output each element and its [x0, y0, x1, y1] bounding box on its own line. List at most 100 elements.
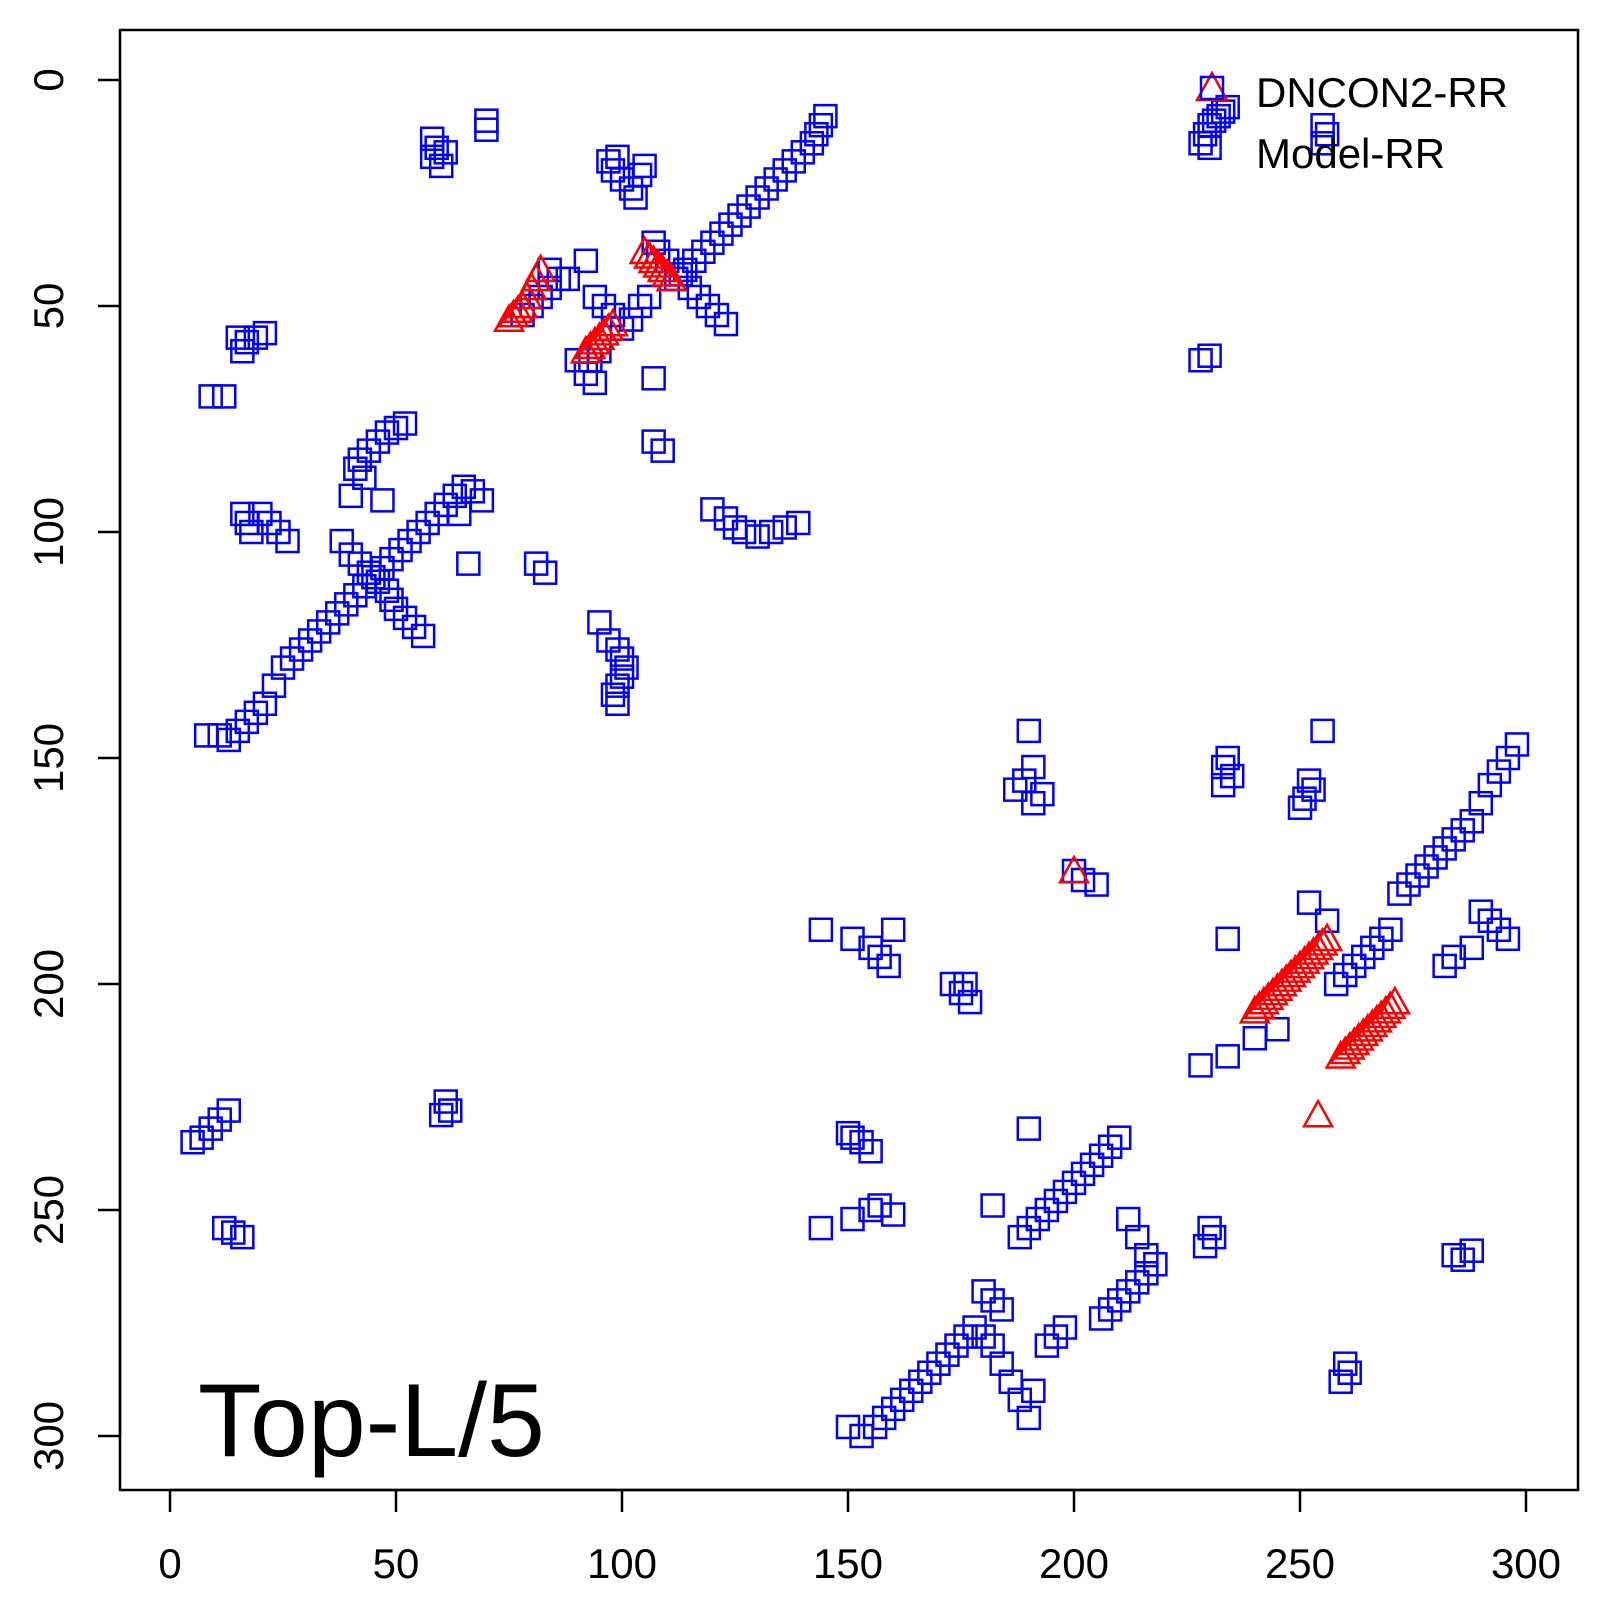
model-rr-point [889, 1387, 915, 1413]
model-rr-point [248, 501, 273, 527]
model-rr-point [392, 411, 418, 436]
model-rr-point [433, 1089, 458, 1114]
dncon2-rr-point [651, 257, 684, 287]
model-rr-point [1016, 1405, 1042, 1431]
model-rr-point [1097, 1297, 1123, 1322]
model-rr-point [410, 623, 436, 649]
model-rr-point [1323, 971, 1349, 997]
x-tick-label: 150 [813, 1540, 883, 1587]
model-rr-point [727, 203, 752, 228]
model-rr-point [1341, 953, 1367, 979]
model-rr-point [1477, 908, 1503, 933]
model-rr-point [880, 917, 906, 943]
dncon2-rr-point [497, 298, 530, 328]
model-rr-point [600, 302, 626, 328]
model-rr-point [1115, 1279, 1141, 1304]
model-rr-point [1115, 1206, 1141, 1232]
model-rr-point [243, 325, 269, 350]
dncon2-rr-point [1329, 1035, 1362, 1065]
model-rr-point [682, 248, 707, 274]
model-rr-point [451, 474, 477, 500]
model-rr-point [627, 293, 653, 319]
model-rr-point [605, 144, 630, 170]
model-rr-point [1016, 718, 1042, 744]
model-rr-point [469, 488, 495, 513]
model-rr-point [980, 1288, 1005, 1313]
model-rr-point [1450, 1247, 1475, 1272]
model-rr-point [926, 1351, 951, 1376]
model-rr-point [867, 944, 892, 970]
model-rr-point [840, 1206, 865, 1232]
model-rr-point [871, 1405, 897, 1431]
y-tick-label: 300 [25, 1401, 72, 1471]
model-rr-point [193, 723, 219, 748]
model-rr-point [306, 619, 332, 644]
model-rr-point [1332, 1351, 1358, 1376]
model-rr-point [564, 347, 590, 373]
model-rr-point [555, 266, 581, 292]
model-rr-point [1405, 863, 1430, 888]
x-tick-label: 200 [1039, 1540, 1109, 1587]
model-rr-point [650, 438, 675, 463]
model-rr-point [600, 682, 626, 707]
model-rr-point [596, 628, 621, 653]
model-rr-point [234, 329, 260, 355]
model-rr-point [1459, 935, 1485, 961]
model-rr-point [261, 673, 287, 698]
model-rr-point [216, 1098, 242, 1123]
model-rr-point [713, 506, 739, 531]
y-tick-label: 200 [25, 949, 72, 1019]
model-rr-point [1021, 1378, 1046, 1404]
model-rr-point [772, 158, 797, 183]
model-rr-point [1002, 777, 1028, 802]
model-rr-point [1468, 790, 1494, 816]
legend: DNCON2-RR Model-RR [1194, 69, 1508, 177]
model-rr-point [700, 230, 725, 255]
model-rr-point [609, 664, 635, 689]
model-rr-point [297, 628, 323, 653]
model-rr-point [1296, 768, 1322, 793]
model-rr-point [315, 610, 341, 635]
model-rr-point [840, 1125, 865, 1150]
model-rr-point [1219, 763, 1245, 789]
model-rr-point [799, 131, 825, 156]
model-rr-point [1197, 1215, 1222, 1241]
x-tick-label: 100 [587, 1540, 657, 1587]
model-rr-point [1369, 926, 1394, 952]
model-rr-point [1432, 953, 1457, 979]
model-rr-point [1477, 772, 1503, 798]
model-rr-point [587, 610, 612, 635]
model-rr-point [1016, 1116, 1042, 1141]
model-rr-point [1197, 343, 1222, 368]
model-rr-point [1021, 754, 1046, 780]
model-rr-point [338, 483, 364, 509]
dncon2-rr-point [1301, 1098, 1335, 1128]
model-rr-point [713, 311, 739, 337]
y-tick-label: 0 [25, 68, 72, 91]
model-rr-point [428, 153, 454, 179]
model-rr-point [1197, 135, 1222, 161]
model-rr-point [636, 284, 662, 310]
dncon2-rr-point [1324, 1039, 1357, 1069]
model-rr-point [944, 1333, 969, 1358]
model-rr-point [573, 248, 599, 274]
model-rr-point [1125, 1224, 1150, 1250]
x-axis: 0 50 100 150 200 250 300 [158, 1488, 1561, 1587]
model-rr-point [230, 338, 255, 364]
model-rr-point [180, 1129, 205, 1155]
model-rr-point [989, 1351, 1014, 1376]
model-rr-point [474, 117, 499, 142]
model-rr-point [1423, 845, 1448, 870]
model-rr-point [736, 194, 761, 219]
model-rr-point [1314, 121, 1340, 147]
model-rr-point [1188, 347, 1213, 373]
model-rr-point [365, 429, 391, 454]
model-rr-point [763, 167, 788, 192]
legend-label-model-rr: Model-RR [1256, 130, 1445, 177]
model-rr-point [1007, 1224, 1033, 1250]
model-rr-point [1215, 745, 1240, 771]
dncon2-rr-point [1057, 854, 1091, 884]
model-rr-point [343, 456, 368, 481]
